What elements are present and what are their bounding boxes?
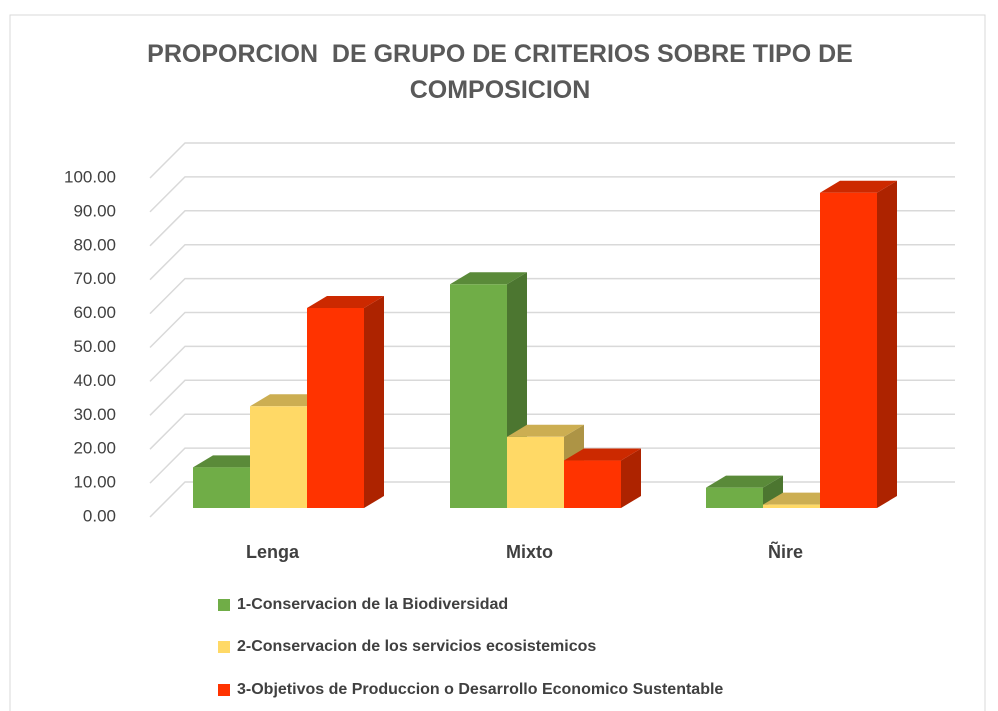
bar — [307, 307, 364, 508]
legend-swatch — [218, 684, 230, 696]
y-tick-label: 40.00 — [73, 371, 116, 390]
y-tick-label: 30.00 — [73, 405, 116, 424]
bar-top — [706, 475, 783, 488]
grid-line — [149, 413, 955, 450]
bar — [193, 467, 250, 508]
legend-label: 3-Objetivos de Produccion o Desarrollo E… — [237, 681, 723, 698]
y-tick-label: 100.00 — [64, 167, 116, 186]
legend-label: 1-Conservacion de la Biodiversidad — [237, 596, 508, 613]
y-tick-label: 50.00 — [73, 337, 116, 356]
y-tick-label: 80.00 — [73, 235, 116, 254]
bar — [507, 436, 564, 508]
y-tick-label: 60.00 — [73, 303, 116, 322]
bar — [706, 487, 763, 508]
y-tick-label: 0.00 — [83, 506, 116, 525]
legend-label: 2-Conservacion de los servicios ecosiste… — [237, 638, 596, 655]
bar-top — [820, 180, 897, 193]
bar — [250, 406, 307, 508]
bar-top — [507, 424, 584, 437]
legend-swatch — [218, 599, 230, 611]
grid-line — [149, 379, 955, 416]
grid-line — [149, 176, 955, 213]
bar-top — [564, 448, 641, 461]
bar-side — [877, 180, 897, 509]
y-tick-label: 70.00 — [73, 269, 116, 288]
grid-line — [149, 243, 955, 281]
x-tick-label: Lenga — [246, 542, 300, 562]
y-tick-label: 20.00 — [73, 439, 116, 458]
grid-line — [149, 447, 955, 484]
chart-border — [9, 14, 986, 711]
legend-swatch — [218, 641, 230, 653]
grid-line — [149, 481, 955, 518]
bar — [763, 504, 820, 508]
bar — [450, 284, 507, 508]
grid-line — [149, 345, 955, 382]
bar — [820, 192, 877, 509]
bar-top — [307, 295, 384, 308]
x-tick-label: Mixto — [506, 542, 553, 562]
bar-side — [364, 295, 384, 508]
grid-line — [149, 277, 955, 315]
grid-line — [149, 311, 955, 349]
bar-side — [621, 448, 641, 508]
chart-title: PROPORCION DE GRUPO DE CRITERIOS SOBRE T… — [147, 40, 860, 104]
grid-line — [149, 142, 955, 179]
x-tick-label: Ñire — [768, 541, 803, 562]
bar — [564, 460, 621, 508]
y-tick-label: 10.00 — [73, 473, 116, 492]
grid-line — [149, 210, 955, 247]
y-tick-label: 90.00 — [73, 201, 116, 220]
bar-side — [763, 475, 783, 508]
bar-top — [450, 272, 527, 285]
